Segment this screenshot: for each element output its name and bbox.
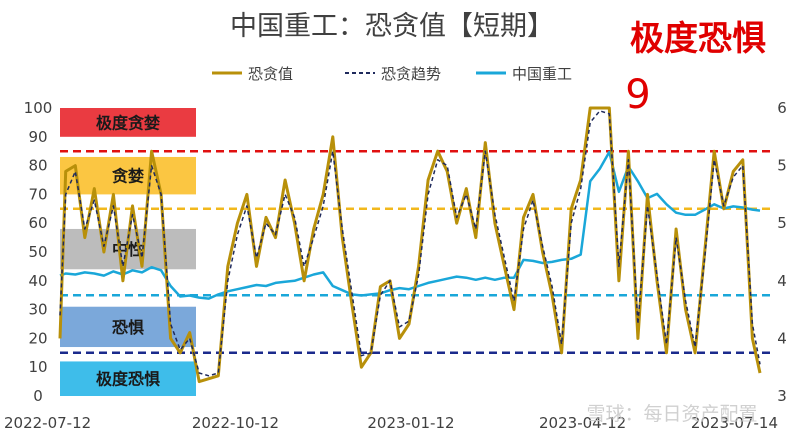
y-left-tick-label: 30 bbox=[28, 301, 47, 319]
y-right-tick-label: 3 bbox=[777, 387, 787, 405]
series-layer bbox=[58, 106, 762, 384]
zone-band bbox=[60, 108, 196, 137]
y-left-tick-label: 20 bbox=[28, 329, 47, 347]
y-right-tick-label: 4 bbox=[777, 272, 787, 290]
y-right-axis: 3 4 4 5 5 6 bbox=[777, 99, 787, 405]
watermark: 雪球：每日资产配置 bbox=[586, 403, 757, 425]
zone-band bbox=[60, 156, 196, 195]
x-tick-label: 2022-07-12 bbox=[4, 414, 91, 432]
x-tick-label: 2023-07-14 bbox=[691, 414, 778, 432]
legend-label: 恐贪趋势 bbox=[381, 65, 441, 83]
y-left-tick-label: 0 bbox=[33, 387, 43, 405]
y-right-tick-label: 4 bbox=[777, 329, 787, 347]
y-left-axis: 0 10 20 30 40 50 60 70 80 90 100 bbox=[24, 99, 53, 405]
y-right-tick-label: 5 bbox=[777, 157, 787, 175]
y-left-tick-label: 100 bbox=[24, 99, 53, 117]
y-left-tick-label: 50 bbox=[28, 243, 47, 261]
series-stock-price bbox=[59, 150, 761, 300]
x-axis: 2022-07-12 2022-10-12 2023-01-12 2023-04-12… bbox=[4, 414, 778, 432]
zone-band bbox=[60, 361, 196, 396]
y-left-tick-label: 80 bbox=[28, 157, 47, 175]
y-left-tick-label: 60 bbox=[28, 214, 47, 232]
x-tick-label: 2023-01-12 bbox=[367, 414, 454, 432]
y-right-tick-label: 6 bbox=[777, 99, 787, 117]
y-right-tick-label: 5 bbox=[777, 214, 787, 232]
y-left-tick-label: 70 bbox=[28, 185, 47, 203]
current-value: 9 bbox=[625, 72, 650, 118]
zone-label: 极度贪婪 bbox=[96, 113, 160, 132]
chart-title: 中国重工：恐贪值【短期】 bbox=[230, 11, 554, 42]
legend-label: 中国重工 bbox=[512, 65, 572, 83]
series-fear-greed-trend bbox=[59, 110, 761, 377]
status-label: 极度恐惧 bbox=[630, 19, 766, 59]
zone-label: 极度恐惧 bbox=[96, 370, 160, 389]
zone-label: 恐惧 bbox=[112, 318, 144, 337]
x-tick-label: 2022-10-12 bbox=[192, 414, 279, 432]
y-left-tick-label: 40 bbox=[28, 272, 47, 290]
x-tick-label: 2023-04-12 bbox=[539, 414, 626, 432]
zone-label: 贪婪 bbox=[111, 167, 144, 186]
legend: 恐贪值 恐贪趋势 中国重工 bbox=[212, 65, 572, 83]
legend-label: 恐贪值 bbox=[248, 65, 293, 83]
y-left-tick-label: 10 bbox=[28, 358, 47, 376]
y-left-tick-label: 90 bbox=[28, 128, 47, 146]
